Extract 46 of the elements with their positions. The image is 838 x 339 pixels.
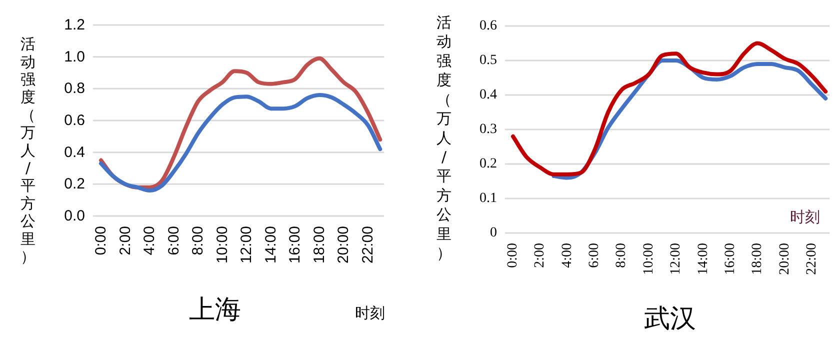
- x-tick-label: 14:00: [262, 226, 280, 264]
- y-tick-label: 0.5: [480, 53, 497, 68]
- x-tick-label: 8:00: [614, 243, 630, 268]
- x-tick-label: 0:00: [92, 226, 110, 256]
- line-series: [511, 41, 828, 176]
- x-tick-label: 16:00: [286, 226, 304, 264]
- x-tick-label: 20:00: [777, 243, 792, 275]
- x-tick-label: 12:00: [238, 226, 256, 264]
- y-tick-label: 0.4: [480, 88, 497, 102]
- y-tick-label: 0.4: [64, 144, 85, 161]
- y-tick-label: 0.2: [64, 176, 85, 193]
- y-tick-label: 0.2: [480, 156, 497, 172]
- y-tick-label: 0.6: [480, 18, 497, 34]
- x-tick-label: 10:00: [641, 243, 656, 275]
- text: 上海: [189, 295, 241, 325]
- y-tick-label: 1.2: [64, 16, 85, 34]
- x-tick-label: 18:00: [750, 243, 766, 275]
- x-tick-label: 0:00: [506, 243, 520, 268]
- x-tick-label: 22:00: [360, 226, 376, 264]
- y-tick-label: 0.3: [480, 122, 497, 137]
- x-axis-title: 时刻: [355, 304, 385, 322]
- x-tick-label: 4:00: [560, 243, 575, 268]
- y-tick-label: 0.0: [64, 208, 85, 224]
- x-tick-label: 18:00: [310, 226, 328, 264]
- y-tick-label: 0: [490, 226, 497, 240]
- x-tick-label: 4:00: [141, 226, 158, 256]
- text: 活动强度（万人/平方公里）: [436, 13, 452, 262]
- x-tick-label: 20:00: [335, 226, 352, 264]
- line-series: [99, 93, 382, 193]
- x-tick-label: 6:00: [165, 226, 182, 256]
- y-tick-label: 0.6: [64, 112, 85, 129]
- x-axis-title: 时刻: [790, 208, 820, 226]
- x-tick-label: 16:00: [722, 243, 738, 275]
- x-tick-label: 22:00: [804, 243, 820, 275]
- y-tick-label: 1.0: [64, 48, 85, 66]
- x-tick-label: 2:00: [532, 243, 548, 268]
- x-tick-label: 6:00: [587, 243, 602, 268]
- y-tick-label: 0.8: [64, 80, 85, 98]
- x-tick-label: 10:00: [214, 226, 231, 264]
- text: 活动强度（万人/平方公里）: [20, 35, 36, 266]
- text: 武汉: [644, 304, 696, 334]
- y-tick-label: 0.1: [480, 191, 497, 206]
- x-tick-label: 12:00: [668, 243, 684, 275]
- x-tick-label: 8:00: [190, 226, 207, 256]
- x-tick-label: 2:00: [116, 226, 134, 256]
- x-tick-label: 14:00: [696, 243, 711, 275]
